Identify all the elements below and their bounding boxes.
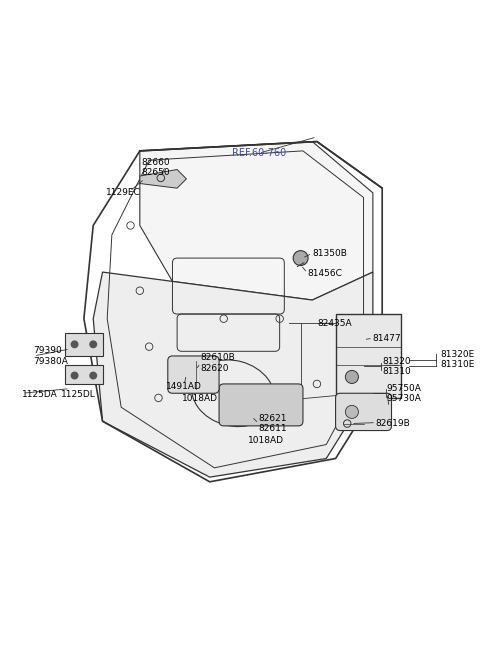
Text: 81320E
81310E: 81320E 81310E [441, 350, 475, 369]
Text: 82610B
82620: 82610B 82620 [201, 354, 235, 373]
Text: 1491AD: 1491AD [166, 382, 202, 391]
Bar [65, 333, 103, 356]
Text: 81477: 81477 [373, 334, 401, 342]
Polygon shape [140, 169, 186, 188]
Circle shape [90, 372, 96, 379]
Text: 82435A: 82435A [317, 319, 351, 328]
Text: 82660
82650: 82660 82650 [142, 157, 170, 177]
Polygon shape [140, 142, 373, 300]
Circle shape [346, 405, 359, 419]
Circle shape [346, 371, 359, 384]
Text: 1018AD: 1018AD [182, 394, 218, 403]
Bar [65, 365, 103, 384]
Polygon shape [93, 272, 373, 477]
Text: 1125DA: 1125DA [23, 390, 58, 399]
Text: 82619B: 82619B [375, 419, 410, 428]
FancyBboxPatch shape [168, 356, 219, 393]
Circle shape [72, 372, 78, 379]
Text: REF.60-760: REF.60-760 [231, 148, 286, 158]
Text: 81320
81310: 81320 81310 [382, 356, 411, 376]
Circle shape [90, 341, 96, 348]
Text: 82621
82611: 82621 82611 [259, 414, 288, 433]
FancyBboxPatch shape [336, 393, 392, 430]
FancyBboxPatch shape [219, 384, 303, 426]
Text: 81350B: 81350B [312, 249, 347, 258]
Text: 1129EC: 1129EC [106, 188, 141, 197]
Text: 95750A
95730A: 95750A 95730A [387, 384, 422, 403]
Text: 1125DL: 1125DL [60, 390, 96, 399]
Text: 79390
79380A: 79390 79380A [34, 346, 69, 365]
Circle shape [293, 251, 308, 266]
Circle shape [72, 341, 78, 348]
Text: 1018AD: 1018AD [248, 436, 284, 445]
Text: 81456C: 81456C [308, 268, 343, 277]
FancyBboxPatch shape [336, 314, 401, 398]
